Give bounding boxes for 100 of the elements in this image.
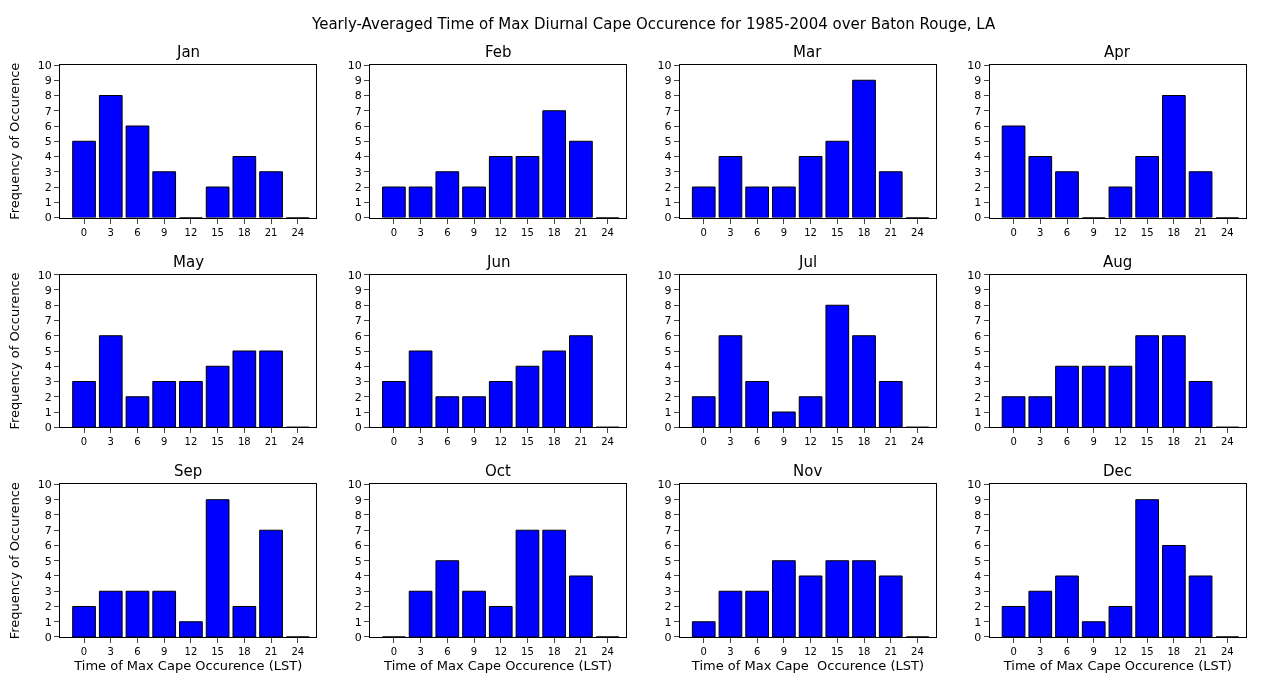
y-tick-label: 5 [974,135,982,149]
x-tick-label: 18 [1167,226,1181,238]
x-tick-label: 12 [804,436,817,448]
x-tick-label: 15 [1140,436,1154,448]
y-tick-label: 2 [664,180,672,194]
x-tick-label: 6 [1063,436,1071,448]
y-tick-label: 4 [44,150,52,164]
chart-title: Jul [798,253,818,271]
y-tick-label: 9 [354,283,362,297]
y-tick-label: 6 [664,539,672,553]
x-tick-label: 3 [107,646,114,657]
x-axis-title: Time of Max Cape Occurence (LST) [383,657,613,673]
y-tick-label: 2 [44,390,52,404]
x-tick-label: 12 [494,226,508,238]
x-tick-label: 18 [1167,646,1181,657]
y-tick-label: 0 [44,421,52,435]
y-tick-label: 6 [974,119,982,133]
y-tick-label: 8 [664,299,672,313]
y-tick-label: 2 [974,600,982,614]
chart-title: Jan [176,43,201,61]
x-tick-label: 9 [470,436,478,448]
x-tick-label: 21 [884,226,898,238]
y-tick-label: 4 [354,150,362,164]
y-tick-label: 4 [974,569,982,583]
y-tick-label: 8 [354,508,362,522]
x-tick-label: 21 [1194,226,1207,238]
y-tick-label: 1 [354,196,362,210]
x-tick-label: 0 [1010,436,1017,448]
x-tick-label: 0 [80,226,88,238]
y-tick-label: 4 [664,360,672,374]
x-tick-label: 6 [134,436,141,448]
y-tick-label: 4 [354,360,362,374]
x-tick-label: 9 [161,226,168,238]
y-tick-label: 10 [967,58,982,72]
y-tick-label: 9 [44,493,52,507]
chart-title: May [173,253,205,271]
y-tick-label: 10 [657,478,672,492]
y-tick-label: 3 [354,165,362,179]
y-tick-label: 7 [354,524,362,538]
chart-title: Feb [485,43,512,61]
y-tick-label: 10 [37,58,52,72]
y-tick-label: 9 [974,493,982,507]
y-tick-label: 6 [354,119,362,133]
x-tick-label: 24 [911,436,924,448]
x-tick-label: 21 [1194,436,1207,448]
x-tick-label: 3 [107,226,114,238]
y-tick-label: 2 [974,180,982,194]
y-tick-label: 6 [974,329,982,343]
y-tick-label: 7 [44,314,52,328]
x-tick-label: 15 [1140,226,1154,238]
y-tick-label: 7 [44,104,52,118]
y-tick-label: 10 [657,268,672,282]
x-tick-label: 6 [753,226,761,238]
y-tick-label: 9 [664,283,672,297]
x-tick-label: 15 [521,226,534,238]
y-tick-label: 7 [974,104,982,118]
x-tick-label: 21 [264,436,278,448]
x-tick-label: 0 [700,226,707,238]
y-tick-label: 1 [354,615,362,629]
y-axis-title: Frequency of Occurence [6,482,22,640]
chart-title: Nov [793,462,823,480]
x-tick-label: 24 [601,646,614,657]
chart-title: Apr [1104,43,1131,61]
y-tick-label: 6 [354,539,362,553]
y-tick-label: 5 [974,554,982,568]
y-tick-label: 9 [664,74,672,88]
y-tick-label: 1 [44,405,52,419]
y-tick-label: 5 [354,344,362,358]
y-tick-label: 8 [44,89,52,103]
y-tick-label: 5 [44,344,52,358]
y-tick-label: 5 [664,554,672,568]
x-tick-label: 24 [1220,226,1234,238]
x-tick-label: 9 [161,436,168,448]
y-tick-label: 5 [664,344,672,358]
x-tick-label: 9 [780,226,788,238]
y-tick-label: 0 [44,630,52,644]
x-tick-label: 21 [574,646,588,657]
x-tick-label: 12 [1114,436,1127,448]
y-tick-label: 9 [354,74,362,88]
y-tick-label: 6 [44,329,52,343]
y-tick-label: 0 [664,630,672,644]
y-tick-label: 0 [44,211,52,225]
x-tick-label: 18 [857,226,871,238]
y-tick-label: 2 [974,390,982,404]
y-tick-label: 0 [974,421,982,435]
x-tick-label: 6 [444,646,451,657]
x-tick-label: 15 [1140,646,1154,657]
x-tick-label: 12 [804,226,817,238]
y-tick-label: 3 [974,165,982,179]
x-tick-label: 18 [857,436,871,448]
y-tick-label: 2 [354,600,362,614]
y-tick-label: 3 [44,585,52,599]
y-tick-label: 1 [44,615,52,629]
x-tick-label: 3 [1037,646,1044,657]
y-tick-label: 10 [37,478,52,492]
x-tick-label: 21 [574,226,588,238]
y-tick-label: 10 [347,58,362,72]
y-tick-label: 8 [664,89,672,103]
x-tick-label: 12 [804,646,817,657]
y-tick-label: 3 [44,375,52,389]
